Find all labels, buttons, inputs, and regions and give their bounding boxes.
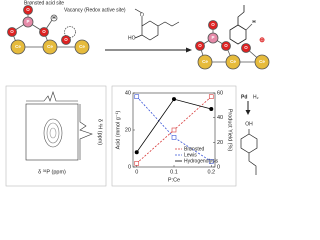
atom-label: HO bbox=[128, 35, 136, 41]
x-axis-label: P:Ce bbox=[168, 177, 180, 183]
graphical-abstract: Ce Ce Ce O O O P H O Brønsted acid site … bbox=[5, 0, 270, 187]
atom-label: H bbox=[52, 15, 55, 20]
legend-label: Hydrogenolysis bbox=[184, 158, 219, 164]
atom-label: Ce bbox=[230, 59, 236, 64]
marker bbox=[171, 127, 177, 133]
left-surface bbox=[7, 5, 90, 55]
arrowhead bbox=[186, 47, 192, 53]
atom-label: H bbox=[252, 19, 255, 24]
legend-label: Lewis bbox=[184, 152, 197, 158]
nmr-panel bbox=[5, 85, 107, 187]
y-axis-label: Acid (mmol g⁻¹) bbox=[115, 111, 121, 150]
marker bbox=[134, 161, 140, 166]
x-tick-label: 0.2 bbox=[207, 169, 215, 175]
atom-label: O bbox=[140, 12, 144, 18]
y2-axis-label: Product Yield (%) bbox=[227, 109, 233, 152]
marker bbox=[209, 107, 214, 112]
atom-label: O bbox=[10, 29, 14, 34]
marker bbox=[134, 150, 139, 155]
atom-label: O bbox=[198, 43, 202, 48]
atom-label: O bbox=[64, 37, 68, 42]
atom-label: O bbox=[244, 45, 248, 50]
chart-frame bbox=[111, 85, 237, 187]
atom-label: O bbox=[26, 7, 30, 12]
y-tick-label: 0 bbox=[128, 164, 131, 170]
y2-tick-label: 40 bbox=[217, 115, 223, 121]
marker bbox=[172, 97, 176, 102]
marker bbox=[171, 135, 177, 140]
bronsted-label: Brønsted acid site bbox=[24, 0, 64, 6]
reductant: H₂ bbox=[253, 94, 259, 100]
atom-label: P bbox=[211, 35, 214, 40]
nmr-x-label: δ ³¹P (ppm) bbox=[38, 169, 66, 175]
atom-label: OH bbox=[245, 121, 253, 127]
propylcyclohexanol bbox=[240, 129, 258, 175]
atom-label: Ce bbox=[259, 59, 265, 64]
legend-label: Brønsted bbox=[184, 146, 205, 152]
atom-label: O bbox=[211, 22, 215, 27]
marker bbox=[134, 94, 140, 99]
atom-label: Ce bbox=[202, 59, 208, 64]
y2-tick-label: 0 bbox=[217, 164, 220, 170]
arrowhead bbox=[245, 110, 251, 115]
right-surface bbox=[195, 5, 270, 70]
nmr-y-label: δ ¹H (ppm) bbox=[97, 119, 103, 145]
marker bbox=[208, 94, 214, 99]
atom-label: P bbox=[26, 19, 29, 24]
charge: ⊕ bbox=[259, 37, 265, 44]
series-line bbox=[136, 96, 212, 162]
eugenol bbox=[134, 8, 180, 41]
atom-label: Ce bbox=[15, 44, 21, 49]
marker bbox=[208, 159, 214, 164]
atom-label: Ce bbox=[79, 44, 85, 49]
atom-label: O bbox=[224, 43, 228, 48]
x-tick-label: 0 bbox=[135, 169, 138, 175]
catalyst: Pd bbox=[241, 94, 247, 100]
y2-tick-label: 60 bbox=[217, 90, 223, 96]
atom-label: Ce bbox=[47, 44, 53, 49]
page: Ce Ce Ce O O O P H O Brønsted acid site … bbox=[5, 0, 270, 187]
atom-label: O bbox=[42, 29, 46, 34]
y-tick-label: 20 bbox=[125, 127, 131, 133]
x-tick-label: 0.1 bbox=[170, 169, 178, 175]
y-tick-label: 40 bbox=[125, 90, 131, 96]
vacancy-label: Vacancy (Redox active site) bbox=[64, 7, 126, 13]
y2-tick-label: 20 bbox=[217, 140, 223, 146]
